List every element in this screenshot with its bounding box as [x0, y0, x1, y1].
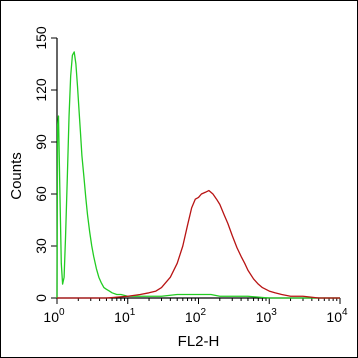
x-tick-label: 101 [114, 307, 136, 325]
y-tick-label: 0 [33, 294, 49, 302]
x-tick-label: 100 [43, 307, 65, 325]
x-axis-label: FL2-H [178, 333, 220, 350]
x-tick-label: 103 [256, 307, 278, 325]
axes [56, 38, 340, 299]
series-line-1 [56, 51, 340, 299]
y-tick-label: 120 [33, 78, 49, 102]
y-tick-label: 30 [33, 238, 49, 254]
ticks: 0 30 60 90 120 150 100 101 102 103 104 [33, 26, 348, 325]
x-tick-label: 102 [185, 307, 207, 325]
series-line-2 [57, 189, 340, 299]
series-layer [56, 51, 340, 299]
y-tick-label: 90 [33, 134, 49, 150]
x-tick-label: 104 [326, 307, 348, 325]
y-tick-label: 60 [33, 186, 49, 202]
y-axis-label: Counts [8, 152, 25, 200]
y-tick-label: 150 [33, 26, 49, 50]
